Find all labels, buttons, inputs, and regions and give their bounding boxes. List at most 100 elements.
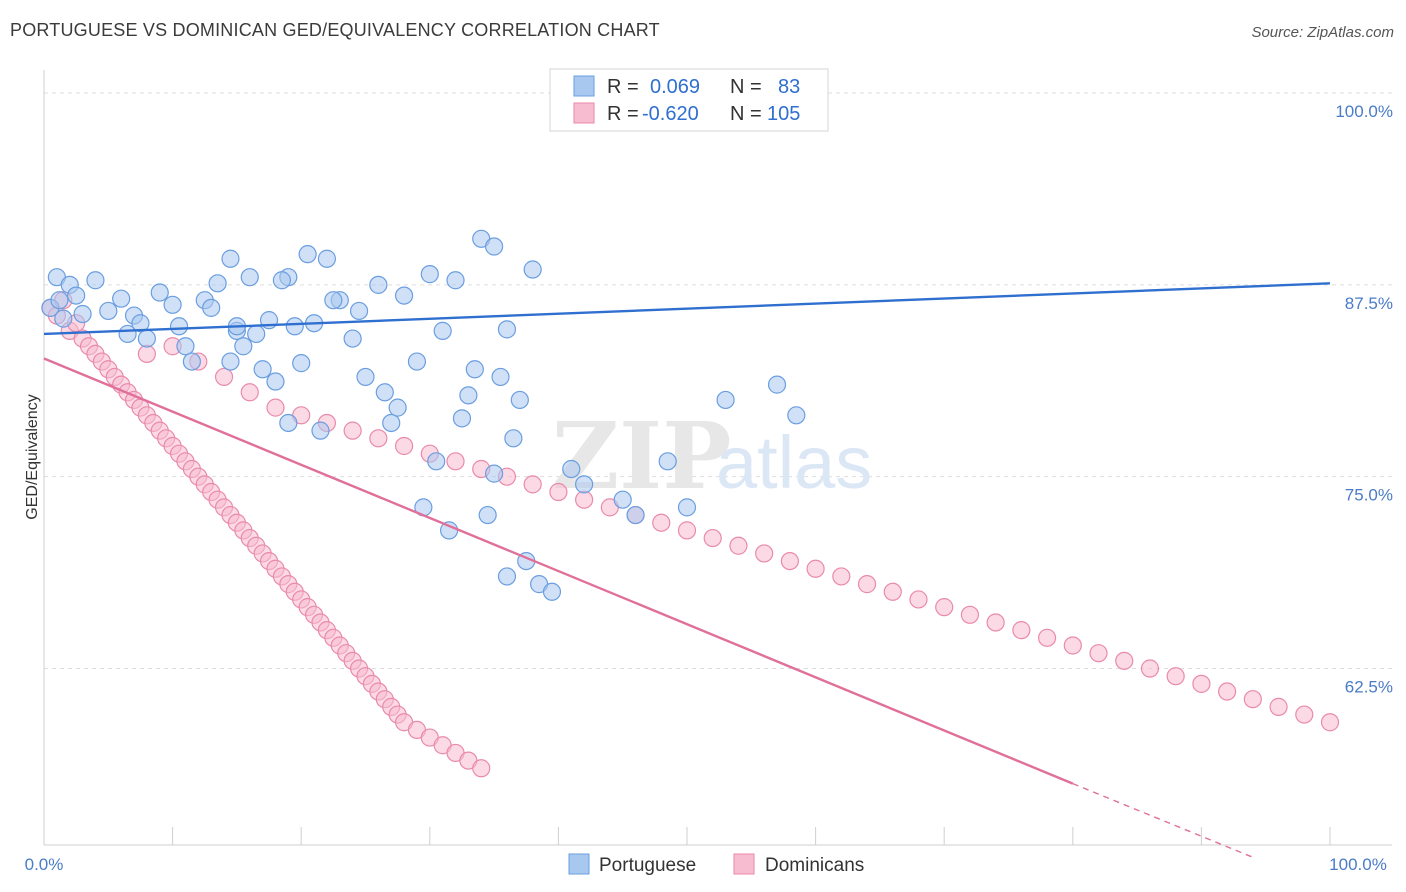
portuguese-point xyxy=(388,398,407,417)
dominicans-point xyxy=(652,513,671,532)
bottom-legend: Portuguese Dominicans xyxy=(568,853,864,876)
dominicans-point xyxy=(369,429,388,448)
legend-swatch-dominicans xyxy=(573,102,595,124)
portuguese-point xyxy=(163,295,182,314)
legend-r-label: R = xyxy=(607,76,639,98)
dominicans-point xyxy=(1140,659,1160,678)
dominicans-point xyxy=(446,452,465,471)
dominicans-point xyxy=(1269,697,1288,716)
portuguese-point xyxy=(562,459,581,479)
dominicans-point xyxy=(883,582,902,601)
dominicans-point xyxy=(1192,674,1211,693)
dominicans-point xyxy=(343,421,362,440)
dominicans-point xyxy=(549,482,568,502)
dominicans-point xyxy=(472,759,491,778)
dominicans-point xyxy=(755,544,774,563)
portuguese-point xyxy=(356,367,375,387)
portuguese-point xyxy=(311,421,330,440)
source-label: Source: ZipAtlas.com xyxy=(1251,24,1394,41)
portuguese-point xyxy=(716,390,735,410)
portuguese-point xyxy=(427,452,446,471)
portuguese-point xyxy=(86,271,105,290)
portuguese-point xyxy=(485,464,504,483)
bottom-legend-swatch-portuguese xyxy=(568,853,590,875)
dominicans-point xyxy=(1063,636,1082,655)
dominicans-point xyxy=(240,383,259,402)
legend-r-value: -0.620 xyxy=(642,103,699,125)
legend-r-value: 0.069 xyxy=(650,76,700,98)
portuguese-point xyxy=(626,505,645,525)
portuguese-point xyxy=(407,352,427,371)
portuguese-point xyxy=(343,329,362,348)
portuguese-point xyxy=(150,283,169,302)
watermark: ZIP atlas xyxy=(552,402,872,510)
portuguese-point xyxy=(369,275,388,294)
portuguese-point xyxy=(523,260,542,279)
legend-n-value: 83 xyxy=(778,76,800,98)
portuguese-point xyxy=(266,372,285,391)
legend-r-label: R = xyxy=(607,103,639,125)
portuguese-point xyxy=(767,375,787,394)
bottom-legend-swatch-dominicans xyxy=(733,853,755,875)
portuguese-point xyxy=(221,352,240,371)
x-tick-label-max: 100.0% xyxy=(1329,855,1387,874)
portuguese-point xyxy=(73,304,92,324)
dominicans-trend-line xyxy=(43,357,1074,785)
portuguese-point xyxy=(613,490,632,509)
dominicans-point xyxy=(266,398,285,417)
portuguese-point xyxy=(787,406,806,425)
dominicans-point xyxy=(729,536,748,555)
portuguese-point xyxy=(221,249,240,268)
portuguese-point xyxy=(208,274,227,293)
portuguese-point xyxy=(510,390,529,410)
portuguese-point xyxy=(272,271,292,290)
dominicans-point xyxy=(1115,651,1134,670)
portuguese-point xyxy=(298,245,317,264)
portuguese-point xyxy=(446,271,465,290)
portuguese-point xyxy=(131,314,150,333)
legend-n-value: 105 xyxy=(767,103,800,125)
dominicans-point xyxy=(214,367,234,387)
portuguese-point xyxy=(137,329,156,348)
portuguese-point xyxy=(202,298,221,317)
dominicans-point xyxy=(1243,690,1262,709)
portuguese-point xyxy=(478,505,497,525)
portuguese-point xyxy=(497,567,517,586)
portuguese-point xyxy=(234,337,253,356)
portuguese-point xyxy=(375,383,394,402)
legend-swatch-portuguese xyxy=(573,75,595,97)
portuguese-point xyxy=(182,352,201,371)
portuguese-point xyxy=(292,354,311,373)
portuguese-point xyxy=(169,317,189,336)
dominicans-point xyxy=(960,605,980,624)
portuguese-point xyxy=(542,582,562,601)
dominicans-point xyxy=(137,344,156,364)
dominicans-point xyxy=(1320,713,1340,732)
portuguese-point xyxy=(112,289,131,308)
legend-box: R = 0.069 N = 83 R = -0.620 N = 105 xyxy=(549,68,829,132)
portuguese-point xyxy=(324,291,343,310)
portuguese-point xyxy=(382,413,401,433)
dominicans-point xyxy=(986,613,1005,632)
portuguese-point xyxy=(50,291,69,310)
dominicans-point xyxy=(1012,621,1031,640)
dominicans-point xyxy=(1295,705,1314,724)
dominicans-point xyxy=(1089,644,1108,663)
y-axis-label: GED/Equivalency xyxy=(24,394,41,519)
portuguese-point xyxy=(394,286,414,305)
portuguese-point xyxy=(176,337,195,356)
legend-n-label: N = xyxy=(730,76,762,98)
bottom-legend-label-portuguese: Portuguese xyxy=(599,855,696,876)
dominicans-point xyxy=(523,475,542,494)
dominicans-point xyxy=(394,436,414,456)
portuguese-point xyxy=(658,452,677,471)
watermark-atlas: atlas xyxy=(716,421,872,504)
x-ticks xyxy=(43,827,1331,845)
portuguese-point xyxy=(99,301,118,321)
portuguese-point xyxy=(67,286,86,305)
dominicans-point xyxy=(935,598,954,617)
portuguese-point xyxy=(253,360,272,379)
portuguese-point xyxy=(349,301,369,321)
legend-n-label: N = xyxy=(730,103,762,125)
